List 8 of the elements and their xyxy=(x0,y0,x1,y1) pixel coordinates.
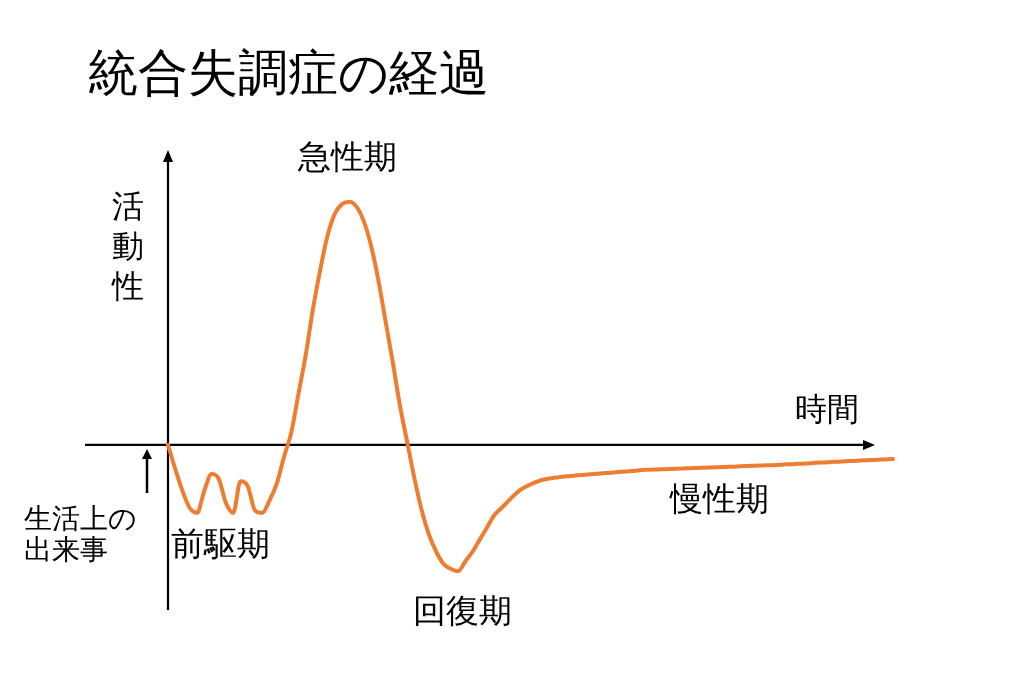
text: 急性期 xyxy=(298,138,397,176)
text: 生活上の出来事 xyxy=(24,503,138,566)
chart-title: 統合失調症の経過 xyxy=(88,45,489,101)
annotation: 慢性期 xyxy=(670,480,769,518)
annotation: 前駆期 xyxy=(171,525,270,563)
text: 回復期 xyxy=(413,592,512,630)
y-axis-title: 活動性 xyxy=(112,187,144,306)
x-axis-title: 時間 xyxy=(795,391,859,428)
